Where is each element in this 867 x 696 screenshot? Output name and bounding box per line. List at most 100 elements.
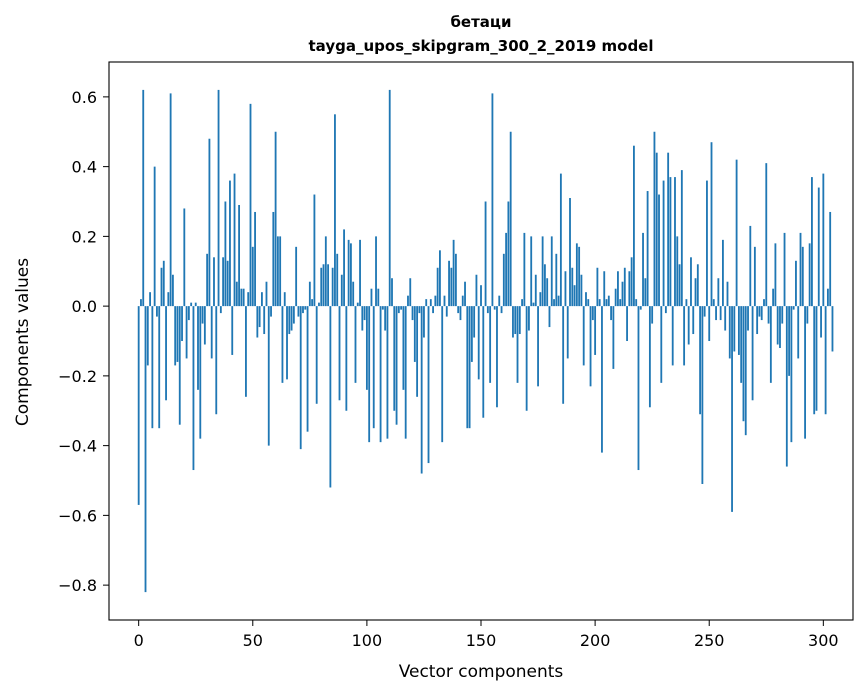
bar — [457, 306, 460, 314]
bar — [165, 306, 167, 401]
bar — [276, 236, 279, 307]
y-tick-label: −0.4 — [58, 437, 97, 456]
bar — [434, 295, 437, 307]
bar — [669, 177, 672, 307]
bar — [680, 170, 683, 307]
bar — [605, 299, 608, 307]
bar — [626, 306, 628, 342]
bar — [676, 236, 679, 307]
x-tick-label: 300 — [808, 631, 839, 650]
bar — [217, 89, 220, 307]
bar — [484, 201, 487, 307]
bar — [452, 239, 455, 307]
bar — [311, 299, 314, 307]
bar — [500, 306, 503, 314]
bar — [331, 267, 334, 307]
bar — [724, 306, 727, 331]
bar — [304, 306, 307, 310]
bar — [658, 194, 660, 307]
bar — [708, 306, 711, 342]
bar — [258, 306, 261, 328]
bar — [464, 281, 466, 307]
bar — [685, 299, 688, 307]
bar — [573, 285, 576, 307]
bar — [215, 306, 218, 415]
bar — [313, 194, 316, 307]
bar — [541, 236, 544, 307]
bar — [502, 253, 505, 307]
bar — [621, 281, 624, 307]
bar — [722, 239, 724, 307]
bar — [477, 306, 480, 380]
bar — [630, 257, 633, 307]
bar — [664, 306, 667, 314]
bar — [429, 299, 432, 307]
bar — [224, 201, 227, 307]
bar — [635, 299, 638, 307]
bar — [566, 306, 569, 359]
bar — [596, 267, 599, 307]
bar — [683, 306, 686, 366]
bar — [235, 281, 238, 307]
bar — [441, 306, 444, 443]
bar — [617, 271, 619, 307]
bar — [749, 225, 752, 307]
y-tick-label: 0.2 — [72, 227, 97, 246]
bar — [459, 306, 462, 321]
bar — [728, 306, 731, 359]
bar — [703, 306, 706, 317]
bar — [562, 306, 565, 404]
bar — [655, 152, 658, 307]
bar — [137, 306, 140, 505]
bar — [242, 288, 245, 307]
bar — [589, 306, 592, 387]
bar — [801, 246, 804, 307]
bar — [181, 306, 183, 342]
bar — [557, 295, 560, 307]
x-tick-label: 150 — [466, 631, 497, 650]
bar — [171, 274, 174, 307]
x-tick-label: 200 — [580, 631, 611, 650]
bar — [318, 302, 320, 307]
bar — [788, 306, 791, 376]
bar — [735, 159, 738, 307]
bar — [146, 306, 149, 366]
bar — [203, 306, 206, 345]
bar — [254, 211, 256, 307]
bar — [667, 152, 670, 307]
bar — [461, 295, 464, 307]
bar — [363, 306, 366, 321]
bar — [525, 306, 528, 411]
bar — [297, 306, 300, 317]
bar — [644, 278, 647, 307]
bar — [194, 302, 197, 307]
bar — [822, 173, 825, 307]
bar — [653, 131, 656, 307]
bar — [795, 260, 797, 307]
bar — [183, 208, 186, 307]
bar — [550, 236, 553, 307]
bar — [245, 306, 247, 397]
bar — [637, 306, 640, 471]
bar — [356, 302, 359, 307]
x-axis: 0 50 100 150 200 250 300 — [134, 620, 839, 650]
bar — [466, 306, 469, 429]
bar — [569, 198, 571, 307]
bar — [696, 264, 699, 307]
bar-series — [137, 89, 834, 593]
bar — [532, 302, 535, 307]
bar — [824, 306, 827, 415]
bar — [498, 295, 501, 307]
bar — [411, 306, 414, 321]
bar — [439, 250, 441, 307]
bar — [375, 236, 377, 307]
bar — [555, 253, 558, 307]
bar — [493, 306, 496, 310]
bar — [142, 89, 145, 307]
bar — [233, 173, 236, 307]
bar — [270, 306, 272, 317]
bar — [580, 274, 583, 307]
bar — [384, 306, 387, 331]
bar — [512, 306, 514, 338]
bar — [660, 306, 663, 383]
